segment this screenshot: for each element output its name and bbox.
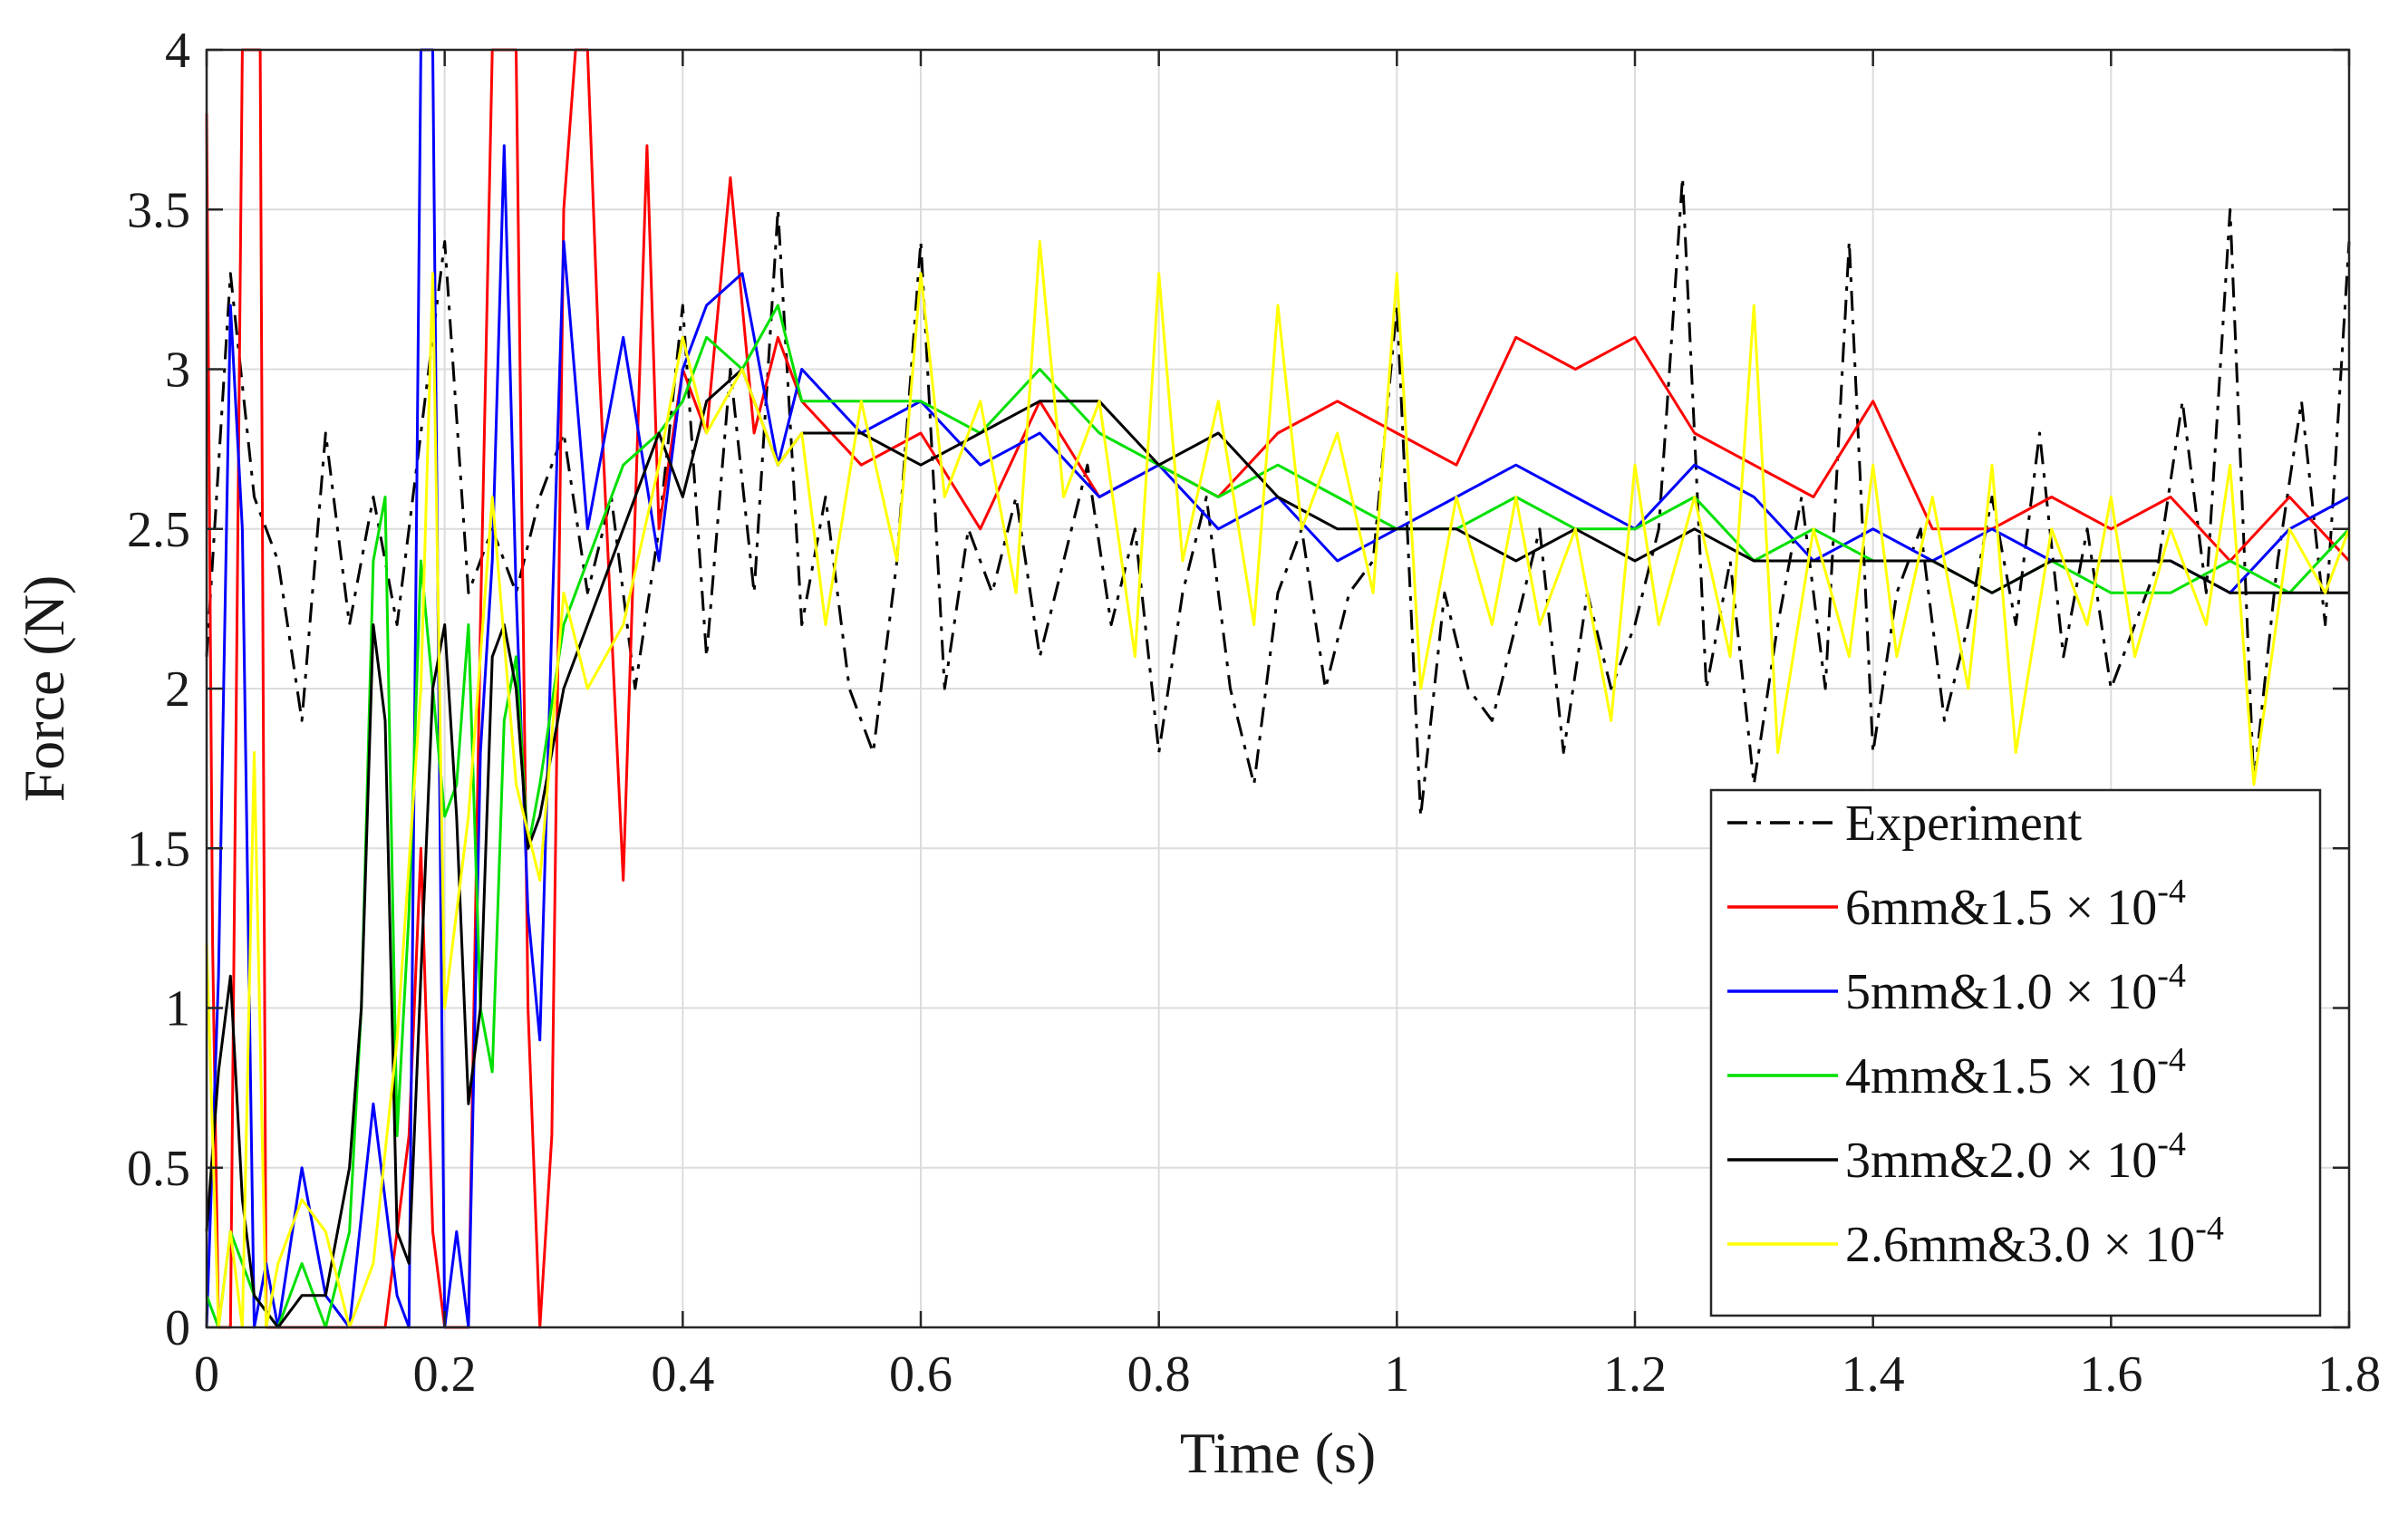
x-tick-labels: 0 0.2 0.4 0.6 0.8 1 1.2 1.4 1.6 1.8: [194, 1346, 2381, 1403]
legend-box: [1709, 788, 2322, 1317]
x-tick-label: 1.2: [1603, 1346, 1667, 1403]
series-line-5: [205, 368, 2349, 1329]
legend-label-4: 4mm&1.5 × 10-4: [1845, 1041, 2186, 1104]
tick-marks: [205, 48, 2351, 1329]
series-line-1: [205, 176, 2351, 818]
legend-label-5: 3mm&2.0 × 10-4: [1845, 1125, 2186, 1189]
y-tick-label: 2.5: [127, 502, 190, 558]
y-tick-label: 0.5: [127, 1141, 190, 1197]
y-tick-label: 1: [165, 981, 190, 1037]
x-tick-label: 1.4: [1842, 1346, 1905, 1403]
legend-label-3: 5mm&1.0 × 10-4: [1845, 957, 2186, 1020]
x-tick-label: 0.4: [651, 1346, 714, 1403]
x-tick-label: 1.8: [2317, 1346, 2381, 1403]
y-tick-labels: 0 0.5 1 1.5 2 2.5 3 3.5 4: [127, 23, 190, 1356]
y-tick-label: 3: [165, 342, 190, 399]
legend-label-1: Experiment: [1845, 796, 2083, 852]
x-tick-label: 1: [1384, 1346, 1409, 1403]
series-line-4: [205, 304, 2351, 1329]
y-tick-label: 3.5: [127, 182, 190, 238]
x-tick-label: 0.2: [413, 1346, 477, 1403]
legend-label-6: 2.6mm&3.0 × 10-4: [1845, 1210, 2224, 1273]
x-tick-label: 1.6: [2079, 1346, 2142, 1403]
x-tick-label: 0: [194, 1346, 219, 1403]
y-tick-label: 2: [165, 661, 190, 718]
y-tick-label: 0: [165, 1300, 190, 1356]
y-tick-label: 4: [165, 23, 190, 79]
x-axis-label: Time (s): [1180, 1421, 1376, 1485]
y-tick-label: 1.5: [127, 821, 190, 877]
legend-label-2: 6mm&1.5 × 10-4: [1845, 873, 2186, 936]
legend: Experiment 6mm&1.5 × 10-4 5mm&1.0 × 10-4 4m…: [1709, 788, 2322, 1317]
x-tick-label: 0.8: [1127, 1346, 1191, 1403]
series-line-6: [205, 240, 2351, 1329]
y-axis-label: Force (N): [12, 575, 76, 803]
x-tick-label: 0.6: [889, 1346, 953, 1403]
